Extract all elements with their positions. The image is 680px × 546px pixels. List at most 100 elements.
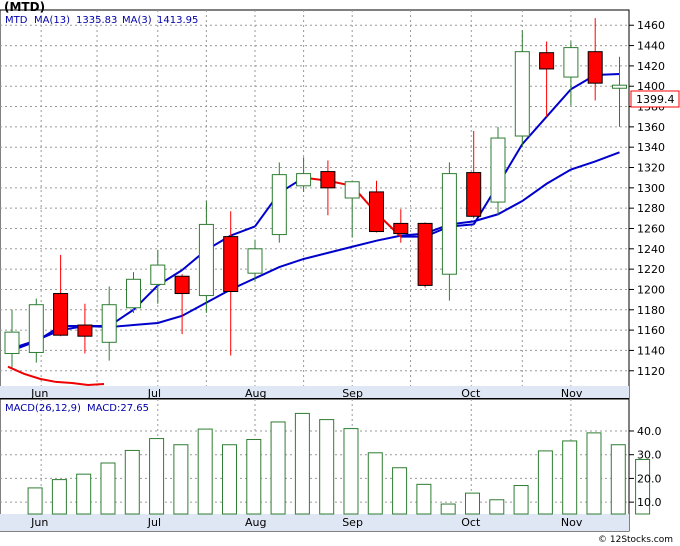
candle-body: [344, 181, 360, 199]
candle: [53, 254, 69, 337]
price-y-tick-label: 1400: [637, 80, 665, 93]
price-y-axis: 1120 1140 1160 1180 1200 1220 1240 1260 1280 1300…: [629, 19, 665, 378]
macd-x-tick-label: Jul: [147, 516, 161, 529]
price-x-tick-label: Nov: [561, 387, 583, 400]
candle-body: [490, 137, 506, 203]
price-y-tick-label: 1420: [637, 60, 665, 73]
price-y-tick-label: 1120: [637, 365, 665, 378]
candle: [417, 222, 433, 288]
candle: [466, 130, 482, 219]
macd-bar: [440, 503, 456, 515]
macd-bar: [513, 485, 529, 515]
macd-bar: [51, 479, 67, 515]
macd-bar: [76, 473, 92, 515]
candle: [126, 272, 141, 313]
price-y-tick-label: 1320: [637, 162, 665, 175]
candle: [612, 56, 627, 127]
price-x-tick-label: Oct: [461, 387, 481, 400]
candle: [393, 209, 409, 243]
candle: [101, 286, 117, 361]
candle-body: [101, 304, 117, 343]
macd-y-axis: 10.0 20.0 30.0 40.0: [629, 425, 662, 509]
candle-body: [417, 222, 433, 286]
candle-body: [539, 52, 555, 70]
candle-body: [369, 191, 384, 233]
legend-ma3-label: MA(3): [122, 15, 152, 26]
candle: [28, 298, 44, 363]
price-y-tick-label: 1220: [637, 263, 665, 276]
macd-bar: [270, 421, 286, 515]
candle-body: [223, 236, 239, 292]
macd-legend-label: MACD(26,12,9): [5, 403, 81, 414]
macd-bar: [610, 444, 626, 515]
candle: [223, 211, 239, 356]
candlesticks: [4, 18, 627, 368]
candle-body: [296, 173, 312, 187]
macd-y-tick-label: 30.0: [637, 449, 662, 462]
macd-bar: [367, 452, 383, 515]
price-y-tick-label: 1460: [637, 19, 665, 32]
candle-body: [198, 223, 214, 297]
last-price-marker: 1399.4: [630, 90, 680, 108]
candle-body: [320, 171, 336, 189]
price-x-tick-label: Jun: [30, 387, 48, 400]
candle-body: [126, 278, 141, 309]
price-x-axis: Jun Jul Aug Sep Oct Nov: [30, 387, 583, 400]
macd-bar: [124, 449, 140, 515]
candle-body: [612, 84, 627, 89]
price-y-tick-label: 1180: [637, 304, 665, 317]
candle-body: [441, 173, 457, 275]
legend-ma13-label: MA(13): [34, 15, 70, 26]
macd-y-tick-label: 10.0: [637, 496, 662, 509]
macd-bar: [416, 483, 432, 515]
candle: [174, 274, 190, 335]
candle-body: [271, 174, 287, 236]
price-y-tick-label: 1140: [637, 344, 665, 357]
candle: [198, 201, 214, 313]
price-y-tick-label: 1260: [637, 222, 665, 235]
candle-body: [77, 324, 93, 337]
last-price-label: 1399.4: [636, 93, 675, 106]
macd-bar: [100, 462, 116, 515]
macd-y-tick-label: 40.0: [637, 425, 662, 438]
price-x-tick-label: Jul: [147, 387, 161, 400]
candle-body: [150, 264, 166, 285]
macd-legend-value: MACD:27.65: [87, 403, 149, 414]
watermark: © 12Stocks.com: [598, 535, 673, 545]
macd-bar: [562, 440, 578, 515]
candle: [514, 30, 530, 148]
macd-bar: [489, 499, 505, 515]
macd-bar: [586, 432, 602, 515]
legend-ma3-value: 1413.95: [157, 15, 198, 26]
price-x-tick-label: Sep: [342, 387, 363, 400]
macd-bar: [221, 444, 237, 515]
macd-bar: [197, 428, 213, 515]
candle: [587, 18, 603, 101]
macd-bar: [343, 428, 359, 515]
candle: [539, 41, 555, 117]
candle: [563, 41, 579, 106]
legend-ma13-value: 1335.83: [76, 15, 117, 26]
macd-x-tick-label: Nov: [561, 516, 583, 529]
candle: [271, 162, 287, 243]
price-y-tick-label: 1160: [637, 324, 665, 337]
macd-bar: [537, 450, 553, 515]
candle-body: [466, 172, 482, 217]
candle: [247, 239, 263, 282]
macd-x-axis: Jun Jul Aug Sep Oct Nov: [30, 516, 583, 529]
candle-body: [393, 222, 409, 235]
candle: [369, 180, 384, 233]
macd-panel: [0, 398, 630, 532]
candle: [296, 157, 312, 192]
ma-short-segment: [521, 116, 548, 145]
candle: [320, 160, 336, 216]
macd-x-tick-label: Jun: [30, 516, 48, 529]
candle-body: [587, 51, 603, 84]
candle: [344, 181, 360, 238]
macd-x-tick-label: Oct: [461, 516, 481, 529]
macd-bar: [464, 492, 480, 515]
candle: [4, 309, 20, 368]
macd-bar: [27, 487, 43, 515]
price-y-tick-label: 1200: [637, 283, 665, 296]
candle-body: [4, 331, 20, 354]
